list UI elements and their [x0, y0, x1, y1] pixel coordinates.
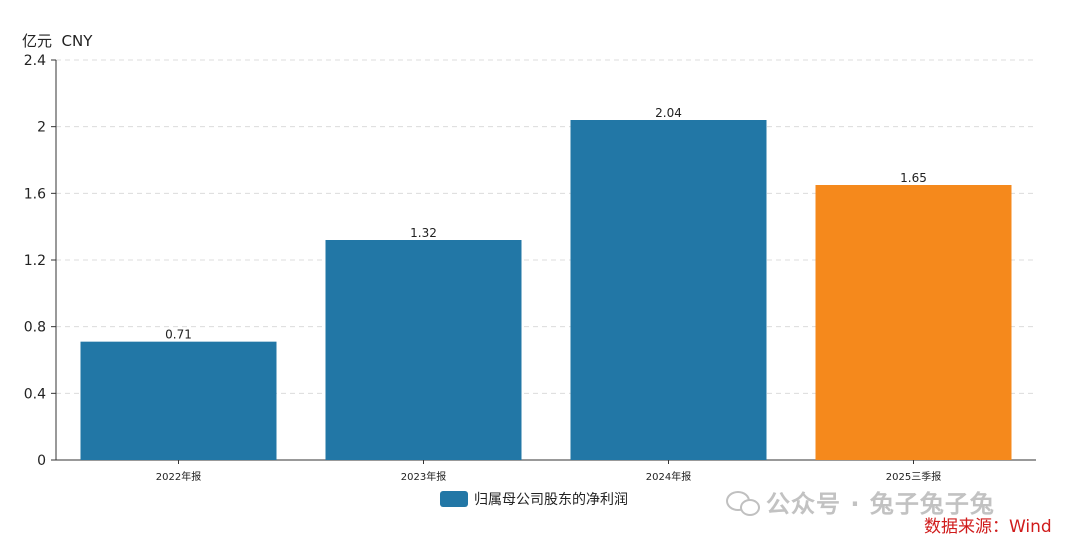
- bar-value-label: 2.04: [655, 106, 682, 120]
- x-tick-label: 2022年报: [156, 470, 201, 483]
- bar-value-label: 0.71: [165, 328, 192, 342]
- bar: [570, 120, 767, 460]
- x-tick-label: 2025三季报: [886, 470, 941, 483]
- y-tick-label: 0.4: [24, 386, 46, 402]
- bar-value-label: 1.32: [410, 226, 437, 240]
- y-tick-label: 2.4: [24, 53, 46, 69]
- watermark-text: 公众号 · 兔子兔子兔: [766, 490, 995, 518]
- bar-value-label: 1.65: [900, 171, 927, 185]
- y-tick-label: 0.8: [24, 320, 46, 336]
- x-tick-label: 2024年报: [646, 470, 691, 483]
- bar: [80, 341, 277, 460]
- watermark: 公众号 · 兔子兔子兔: [726, 484, 995, 519]
- y-tick-label: 2: [37, 120, 46, 136]
- legend-label: 归属母公司股东的净利润: [474, 492, 628, 508]
- bar: [325, 240, 522, 460]
- data-source-label: 数据来源：Wind: [924, 517, 1052, 537]
- x-tick-label: 2023年报: [401, 470, 446, 483]
- chart-legend[interactable]: 归属母公司股东的净利润: [440, 489, 628, 509]
- bar: [815, 185, 1012, 460]
- y-axis-unit-label: 亿元 CNY: [22, 32, 93, 50]
- y-tick-label: 1.2: [24, 253, 46, 269]
- y-tick-label: 0: [37, 453, 46, 469]
- wechat-icon: [726, 489, 760, 516]
- legend-swatch: [440, 491, 468, 507]
- y-tick-label: 1.6: [24, 186, 46, 202]
